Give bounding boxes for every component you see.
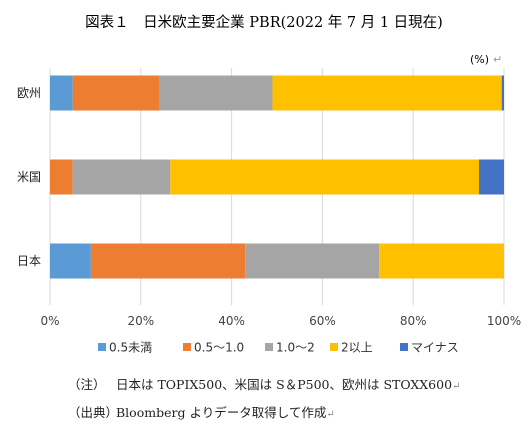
source-text: Bloomberg よりデータ取得して作成 xyxy=(116,405,327,420)
bar-segment xyxy=(72,75,159,111)
category-label: 米国 xyxy=(17,170,41,184)
source-mark: ↵ xyxy=(326,409,335,420)
category-label: 欧州 xyxy=(17,86,41,100)
x-tick-label: 0% xyxy=(40,314,59,328)
bar-segment xyxy=(170,159,480,195)
bar-segment xyxy=(501,75,504,111)
legend: 0.5未満 0.5～1.0 1.0～2 2以上 マイナス xyxy=(98,341,459,355)
legend-label: 0.5未満 xyxy=(109,341,152,355)
unit-label-mark: ↵ xyxy=(493,53,502,66)
legend-swatch xyxy=(400,343,408,351)
source-key: （出典） xyxy=(68,405,119,420)
legend-label: マイナス xyxy=(411,341,459,355)
legend-swatch xyxy=(330,343,338,351)
bars xyxy=(50,75,504,279)
legend-label: 0.5～1.0 xyxy=(194,341,244,355)
bar-segment xyxy=(50,75,73,111)
x-tick-label: 100% xyxy=(487,314,521,328)
bar-segment xyxy=(479,159,504,195)
bar-segment xyxy=(50,159,73,195)
source-line: （出典）Bloomberg よりデータ取得して作成↵ xyxy=(68,402,335,421)
legend-swatch xyxy=(265,343,273,351)
note-text: 日本は TOPIX500、米国は S＆P500、欧州は STOXX600 xyxy=(116,377,453,392)
legend-swatch xyxy=(98,343,106,351)
chart-title: 図表１ 日米欧主要企業 PBR(2022 年 7 月 1 日現在) xyxy=(85,13,443,31)
bar-segment xyxy=(379,243,504,279)
x-tick-label: 40% xyxy=(218,314,245,328)
bar-segment xyxy=(158,75,273,111)
unit-label: (%) ↵ xyxy=(470,53,502,66)
legend-swatch xyxy=(183,343,191,351)
bar-segment xyxy=(272,75,502,111)
note-mark: ↵ xyxy=(452,381,461,392)
legend-label: 2以上 xyxy=(341,341,373,355)
x-tick-labels: 0% 20% 40% 60% 80% 100% xyxy=(40,314,521,328)
bar-segment xyxy=(90,243,246,279)
category-label: 日本 xyxy=(17,254,41,268)
bar-segment xyxy=(50,243,91,279)
x-tick-label: 20% xyxy=(127,314,154,328)
bar-segment xyxy=(72,159,171,195)
bar-segment xyxy=(245,243,380,279)
legend-label: 1.0～2 xyxy=(276,341,315,355)
note-line: （注） 日本は TOPIX500、米国は S＆P500、欧州は STOXX600↵ xyxy=(68,374,460,393)
x-tick-label: 60% xyxy=(309,314,336,328)
x-tick-label: 80% xyxy=(400,314,427,328)
unit-label-text: (%) xyxy=(470,53,489,66)
note-key: （注） xyxy=(68,377,106,392)
